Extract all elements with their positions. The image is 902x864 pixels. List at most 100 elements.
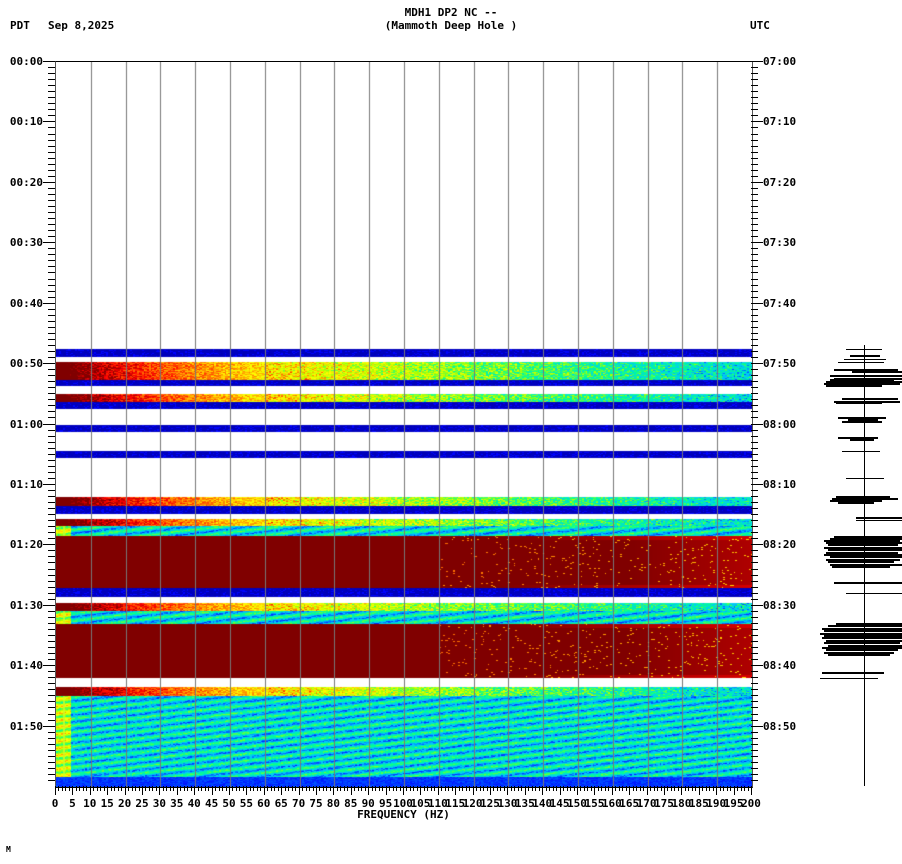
time-tick-minor xyxy=(48,502,55,504)
freq-tick-minor xyxy=(670,786,672,791)
time-label-utc: 08:10 xyxy=(763,477,797,491)
time-tick-minor xyxy=(751,737,758,739)
freq-tick-minor xyxy=(639,786,641,791)
time-tick-minor xyxy=(751,332,758,334)
time-tick-major xyxy=(43,302,55,304)
freq-tick-minor xyxy=(357,786,359,791)
time-tick-minor xyxy=(48,441,55,443)
time-tick-minor xyxy=(751,677,758,679)
freq-tick-major xyxy=(298,786,300,795)
time-tick-major xyxy=(43,61,55,62)
time-tick-minor xyxy=(751,435,758,437)
freq-tick-major xyxy=(751,786,752,795)
freq-tick-major xyxy=(72,786,74,795)
trace-excursion xyxy=(834,535,902,538)
freq-tick-minor xyxy=(305,786,307,791)
time-tick-minor xyxy=(48,622,55,624)
freq-tick-major xyxy=(524,786,526,795)
trace-excursion xyxy=(826,639,902,642)
freq-tick-major xyxy=(733,786,735,795)
freq-tick-minor xyxy=(277,786,279,791)
freq-tick-minor xyxy=(96,786,98,791)
time-tick-minor xyxy=(751,193,758,195)
time-tick-minor xyxy=(751,441,758,443)
time-label-pdt: 01:20 xyxy=(9,538,43,552)
freq-tick-minor xyxy=(65,786,67,791)
time-label-utc: 08:40 xyxy=(763,659,797,673)
time-tick-minor xyxy=(48,218,55,220)
time-tick-minor xyxy=(751,73,758,75)
freq-tick-major xyxy=(333,786,335,795)
time-tick-minor xyxy=(48,574,55,576)
time-tick-minor xyxy=(48,206,55,207)
freq-tick-minor xyxy=(145,786,147,791)
freq-tick-label: 80 xyxy=(326,797,341,810)
freq-tick-major xyxy=(403,786,404,795)
trace-excursion xyxy=(828,654,890,657)
spectrogram-plot[interactable] xyxy=(55,61,753,788)
freq-tick-minor xyxy=(347,786,349,791)
time-tick-major xyxy=(43,121,55,123)
freq-tick-minor xyxy=(239,786,241,791)
time-tick-minor xyxy=(48,683,55,685)
time-tick-minor xyxy=(48,659,55,661)
time-tick-minor xyxy=(751,187,758,189)
freq-tick-minor xyxy=(636,786,638,791)
time-tick-minor xyxy=(751,568,758,570)
time-tick-minor xyxy=(751,278,758,280)
trace-excursion xyxy=(838,502,874,505)
time-tick-minor xyxy=(751,616,758,618)
freq-tick-minor xyxy=(222,786,224,791)
time-tick-minor xyxy=(48,381,55,383)
time-tick-minor xyxy=(751,67,758,69)
freq-tick-minor xyxy=(496,786,498,791)
freq-tick-minor xyxy=(295,786,297,791)
trace-excursion xyxy=(830,538,902,541)
time-tick-major xyxy=(751,483,763,485)
freq-tick-label: 100 xyxy=(393,797,413,810)
time-tick-minor xyxy=(751,779,758,781)
time-tick-minor xyxy=(751,562,758,564)
time-label-pdt: 00:40 xyxy=(9,296,43,310)
freq-tick-minor xyxy=(500,786,502,791)
time-tick-minor xyxy=(751,502,758,504)
freq-tick-minor xyxy=(197,786,199,791)
time-tick-minor xyxy=(751,471,758,473)
freq-tick-minor xyxy=(336,786,338,791)
freq-tick-minor xyxy=(288,786,290,791)
time-label-pdt: 01:40 xyxy=(9,659,43,673)
time-tick-minor xyxy=(751,284,758,286)
time-tick-major xyxy=(43,483,55,485)
freq-tick-minor xyxy=(180,786,182,791)
time-tick-minor xyxy=(48,133,55,135)
time-tick-minor xyxy=(751,411,758,413)
time-tick-minor xyxy=(751,465,758,467)
freq-tick-minor xyxy=(312,786,314,791)
trace-excursion xyxy=(856,516,902,519)
trace-excursion xyxy=(832,498,898,501)
freq-tick-minor xyxy=(232,786,234,791)
freq-tick-minor xyxy=(597,786,599,791)
freq-tick-minor xyxy=(434,786,436,791)
freq-tick-label: 110 xyxy=(427,797,448,810)
freq-tick-minor xyxy=(427,786,429,791)
freq-tick-minor xyxy=(409,786,411,791)
freq-tick-major xyxy=(176,786,178,795)
time-tick-minor xyxy=(751,79,758,81)
time-label-utc: 08:30 xyxy=(763,598,797,612)
freq-tick-minor xyxy=(375,786,377,791)
trace-excursion xyxy=(838,437,878,440)
freq-tick-minor xyxy=(744,786,746,791)
freq-tick-minor xyxy=(601,786,603,791)
freq-tick-minor xyxy=(378,786,380,791)
freq-tick-major xyxy=(281,786,283,795)
freq-tick-label: 5 xyxy=(69,797,76,810)
trace-excursion xyxy=(842,451,880,453)
trace-excursion xyxy=(820,678,878,680)
time-label-utc: 08:00 xyxy=(763,417,797,431)
time-tick-minor xyxy=(751,157,758,159)
freq-tick-minor xyxy=(208,786,210,791)
trace-excursion xyxy=(830,556,902,559)
trace-excursion xyxy=(850,439,874,442)
time-tick-minor xyxy=(48,592,55,594)
